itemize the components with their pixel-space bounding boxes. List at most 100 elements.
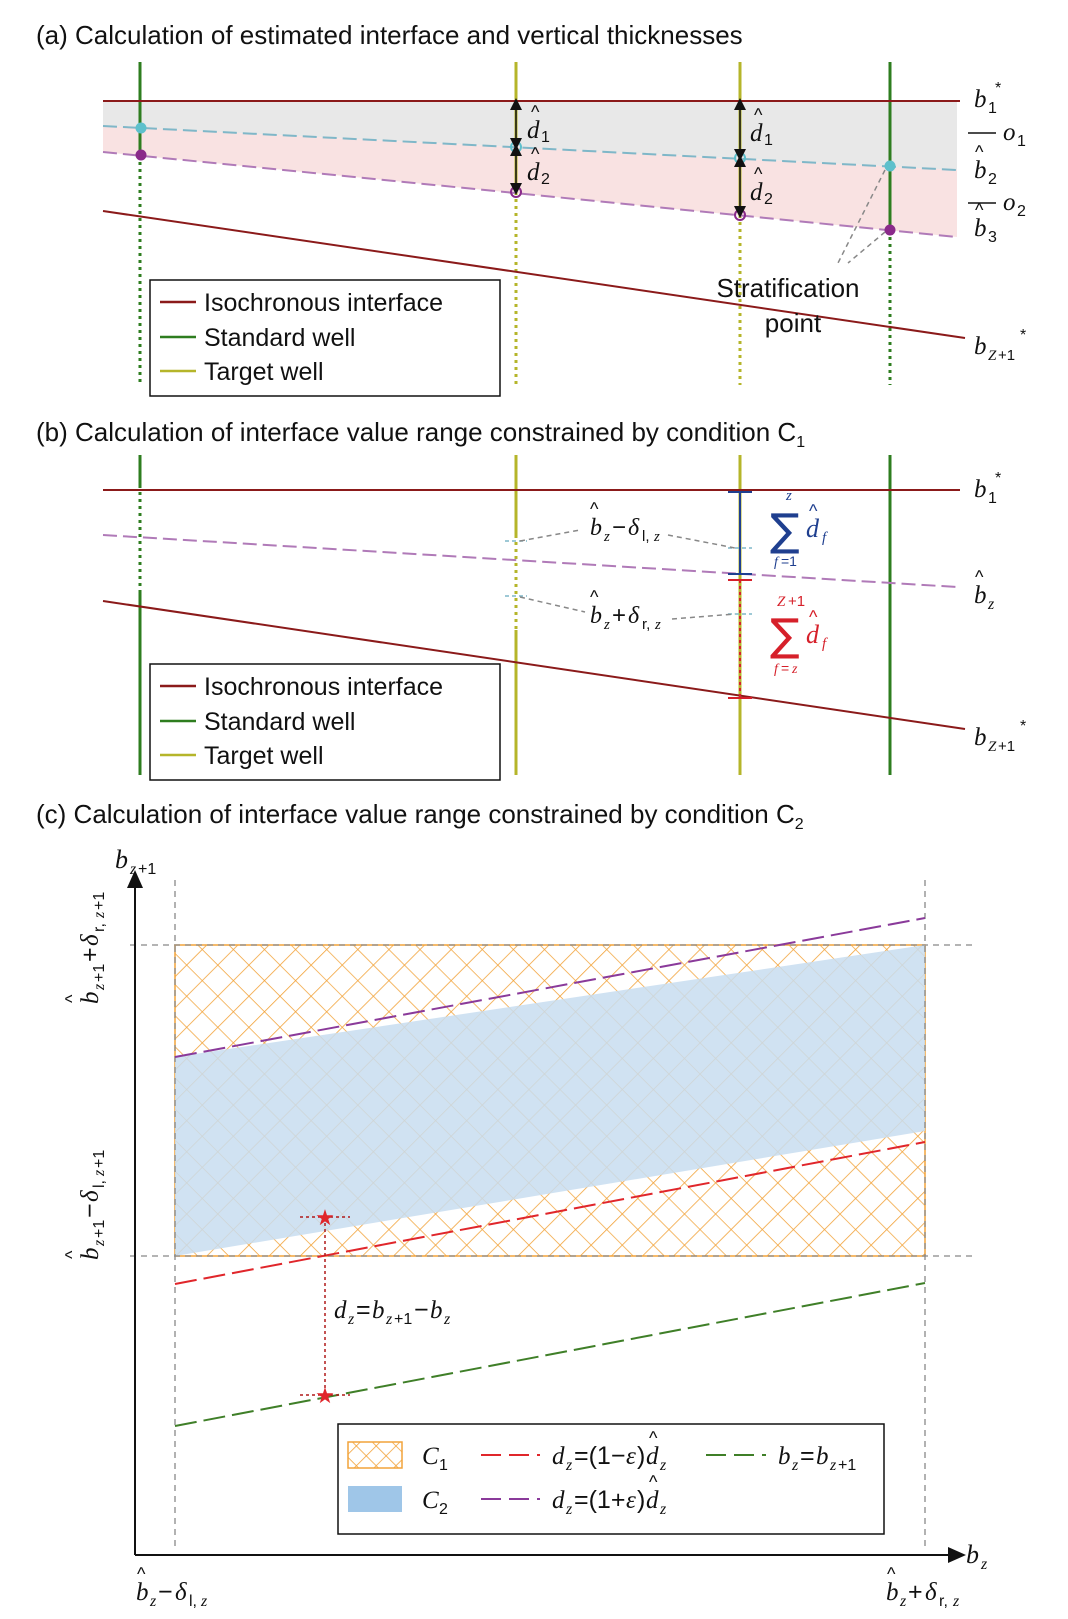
svg-text:ε: ε	[626, 1487, 636, 1514]
svg-text:^: ^	[809, 501, 818, 521]
star-icon: ★	[315, 1206, 335, 1231]
svg-text:b: b	[136, 1579, 149, 1606]
panel-c-title: (c) Calculation of interface value range…	[36, 799, 804, 833]
svg-text:z: z	[791, 662, 798, 677]
svg-text:2: 2	[1017, 203, 1026, 220]
svg-text:r,: r,	[642, 616, 650, 633]
y-axis-label: b z +1	[115, 845, 156, 878]
c2-region	[175, 945, 925, 1256]
svg-text:b: b	[372, 1297, 385, 1324]
b3-label: b^3	[974, 200, 997, 246]
svg-text:^: ^	[62, 994, 82, 1003]
svg-text:^: ^	[975, 142, 984, 162]
legend-label: Isochronous interface	[204, 673, 443, 701]
svg-text:d: d	[552, 1443, 565, 1470]
svg-text:z: z	[952, 1593, 960, 1610]
svg-text:^: ^	[887, 1564, 896, 1584]
panel-a: (a) Calculation of estimated interface a…	[36, 20, 1026, 397]
svg-text:z: z	[659, 1501, 667, 1518]
red-line	[174, 1141, 926, 1285]
svg-text:*: *	[1020, 327, 1026, 344]
svg-text:b: b	[966, 1540, 979, 1569]
svg-text:b: b	[590, 515, 602, 541]
svg-text:b: b	[886, 1579, 899, 1606]
svg-text:z: z	[91, 1169, 108, 1177]
svg-text:=(1−: =(1−	[574, 1442, 625, 1470]
b1-star-label: b 1 *	[974, 80, 1001, 117]
panel-a-title: (a) Calculation of estimated interface a…	[36, 20, 743, 50]
svg-text:z: z	[565, 1501, 573, 1518]
legend-swatch-c1	[347, 1441, 403, 1469]
svg-text:b: b	[816, 1443, 829, 1470]
svg-text:δ: δ	[77, 934, 104, 946]
svg-text:ε: ε	[626, 1443, 636, 1470]
svg-text:1: 1	[988, 100, 997, 117]
svg-text:b: b	[778, 1443, 791, 1470]
svg-text:=: =	[356, 1296, 371, 1324]
svg-text:b: b	[974, 215, 987, 242]
range-pointer	[667, 534, 736, 549]
svg-text:d: d	[750, 179, 763, 206]
d2-label: d^2	[750, 164, 773, 208]
green-line	[174, 1282, 926, 1427]
x-tick-label-right: b^z + δ r, z	[886, 1564, 960, 1610]
svg-text:f: f	[822, 636, 828, 652]
svg-text:f: f	[774, 555, 780, 570]
legend-swatch-c2	[348, 1486, 402, 1512]
interface-bZ1-star	[102, 210, 966, 339]
svg-text:δ: δ	[925, 1579, 937, 1606]
svg-text:δ: δ	[175, 1579, 187, 1606]
svg-text:−: −	[414, 1296, 429, 1324]
svg-text:l,: l,	[91, 1180, 108, 1188]
svg-text:): )	[637, 1442, 645, 1470]
legend-label-red: d z =(1− ε) d^z	[552, 1428, 667, 1474]
svg-text:^: ^	[531, 144, 540, 164]
svg-text:Z: Z	[777, 594, 786, 610]
svg-text:b: b	[974, 333, 987, 360]
svg-text:r,: r,	[939, 1593, 948, 1610]
svg-text:z: z	[443, 1311, 451, 1328]
svg-text:z: z	[829, 1457, 837, 1474]
svg-text:−: −	[76, 1203, 104, 1218]
svg-text:b: b	[974, 582, 987, 609]
svg-text:d: d	[334, 1297, 347, 1324]
svg-text:d: d	[527, 117, 540, 144]
svg-text:^: ^	[590, 587, 599, 607]
svg-text:z: z	[385, 1311, 393, 1328]
svg-text:z: z	[785, 488, 792, 504]
x-tick-label-left: b^z − δ l, z	[136, 1564, 208, 1610]
legend-label: Standard well	[204, 324, 355, 352]
svg-text:*: *	[995, 80, 1001, 97]
dz-label: d z = b z +1− b z	[334, 1296, 451, 1328]
legend-box	[149, 279, 501, 397]
svg-text:C: C	[422, 1487, 439, 1514]
svg-text:d: d	[750, 120, 763, 147]
svg-text:2: 2	[988, 171, 997, 188]
svg-text:−: −	[612, 514, 626, 541]
svg-text:z: z	[347, 1311, 355, 1328]
estimated-interface-bz	[102, 534, 958, 588]
svg-text:z: z	[91, 983, 108, 991]
svg-text:+1: +1	[998, 738, 1015, 755]
svg-text:z: z	[91, 911, 108, 919]
svg-text:z: z	[603, 617, 610, 633]
svg-text:1: 1	[988, 490, 997, 507]
svg-text:r,: r,	[91, 923, 108, 932]
range-pointer	[519, 529, 581, 542]
stratification-point	[135, 149, 147, 161]
svg-text:b: b	[77, 1248, 104, 1261]
svg-text:1: 1	[1017, 133, 1026, 150]
svg-text:b: b	[77, 992, 104, 1005]
svg-text:z: z	[603, 529, 610, 545]
panel-b-title: (b) Calculation of interface value range…	[36, 417, 805, 451]
svg-text:δ: δ	[628, 515, 640, 541]
svg-text:2: 2	[764, 191, 773, 208]
b1-star-label: b 1 *	[974, 470, 1001, 507]
svg-text:z: z	[899, 1593, 907, 1610]
stratification-pointer	[847, 231, 886, 264]
y-tick-label-bottom: b^z+1−δl,z+1	[62, 1150, 108, 1260]
